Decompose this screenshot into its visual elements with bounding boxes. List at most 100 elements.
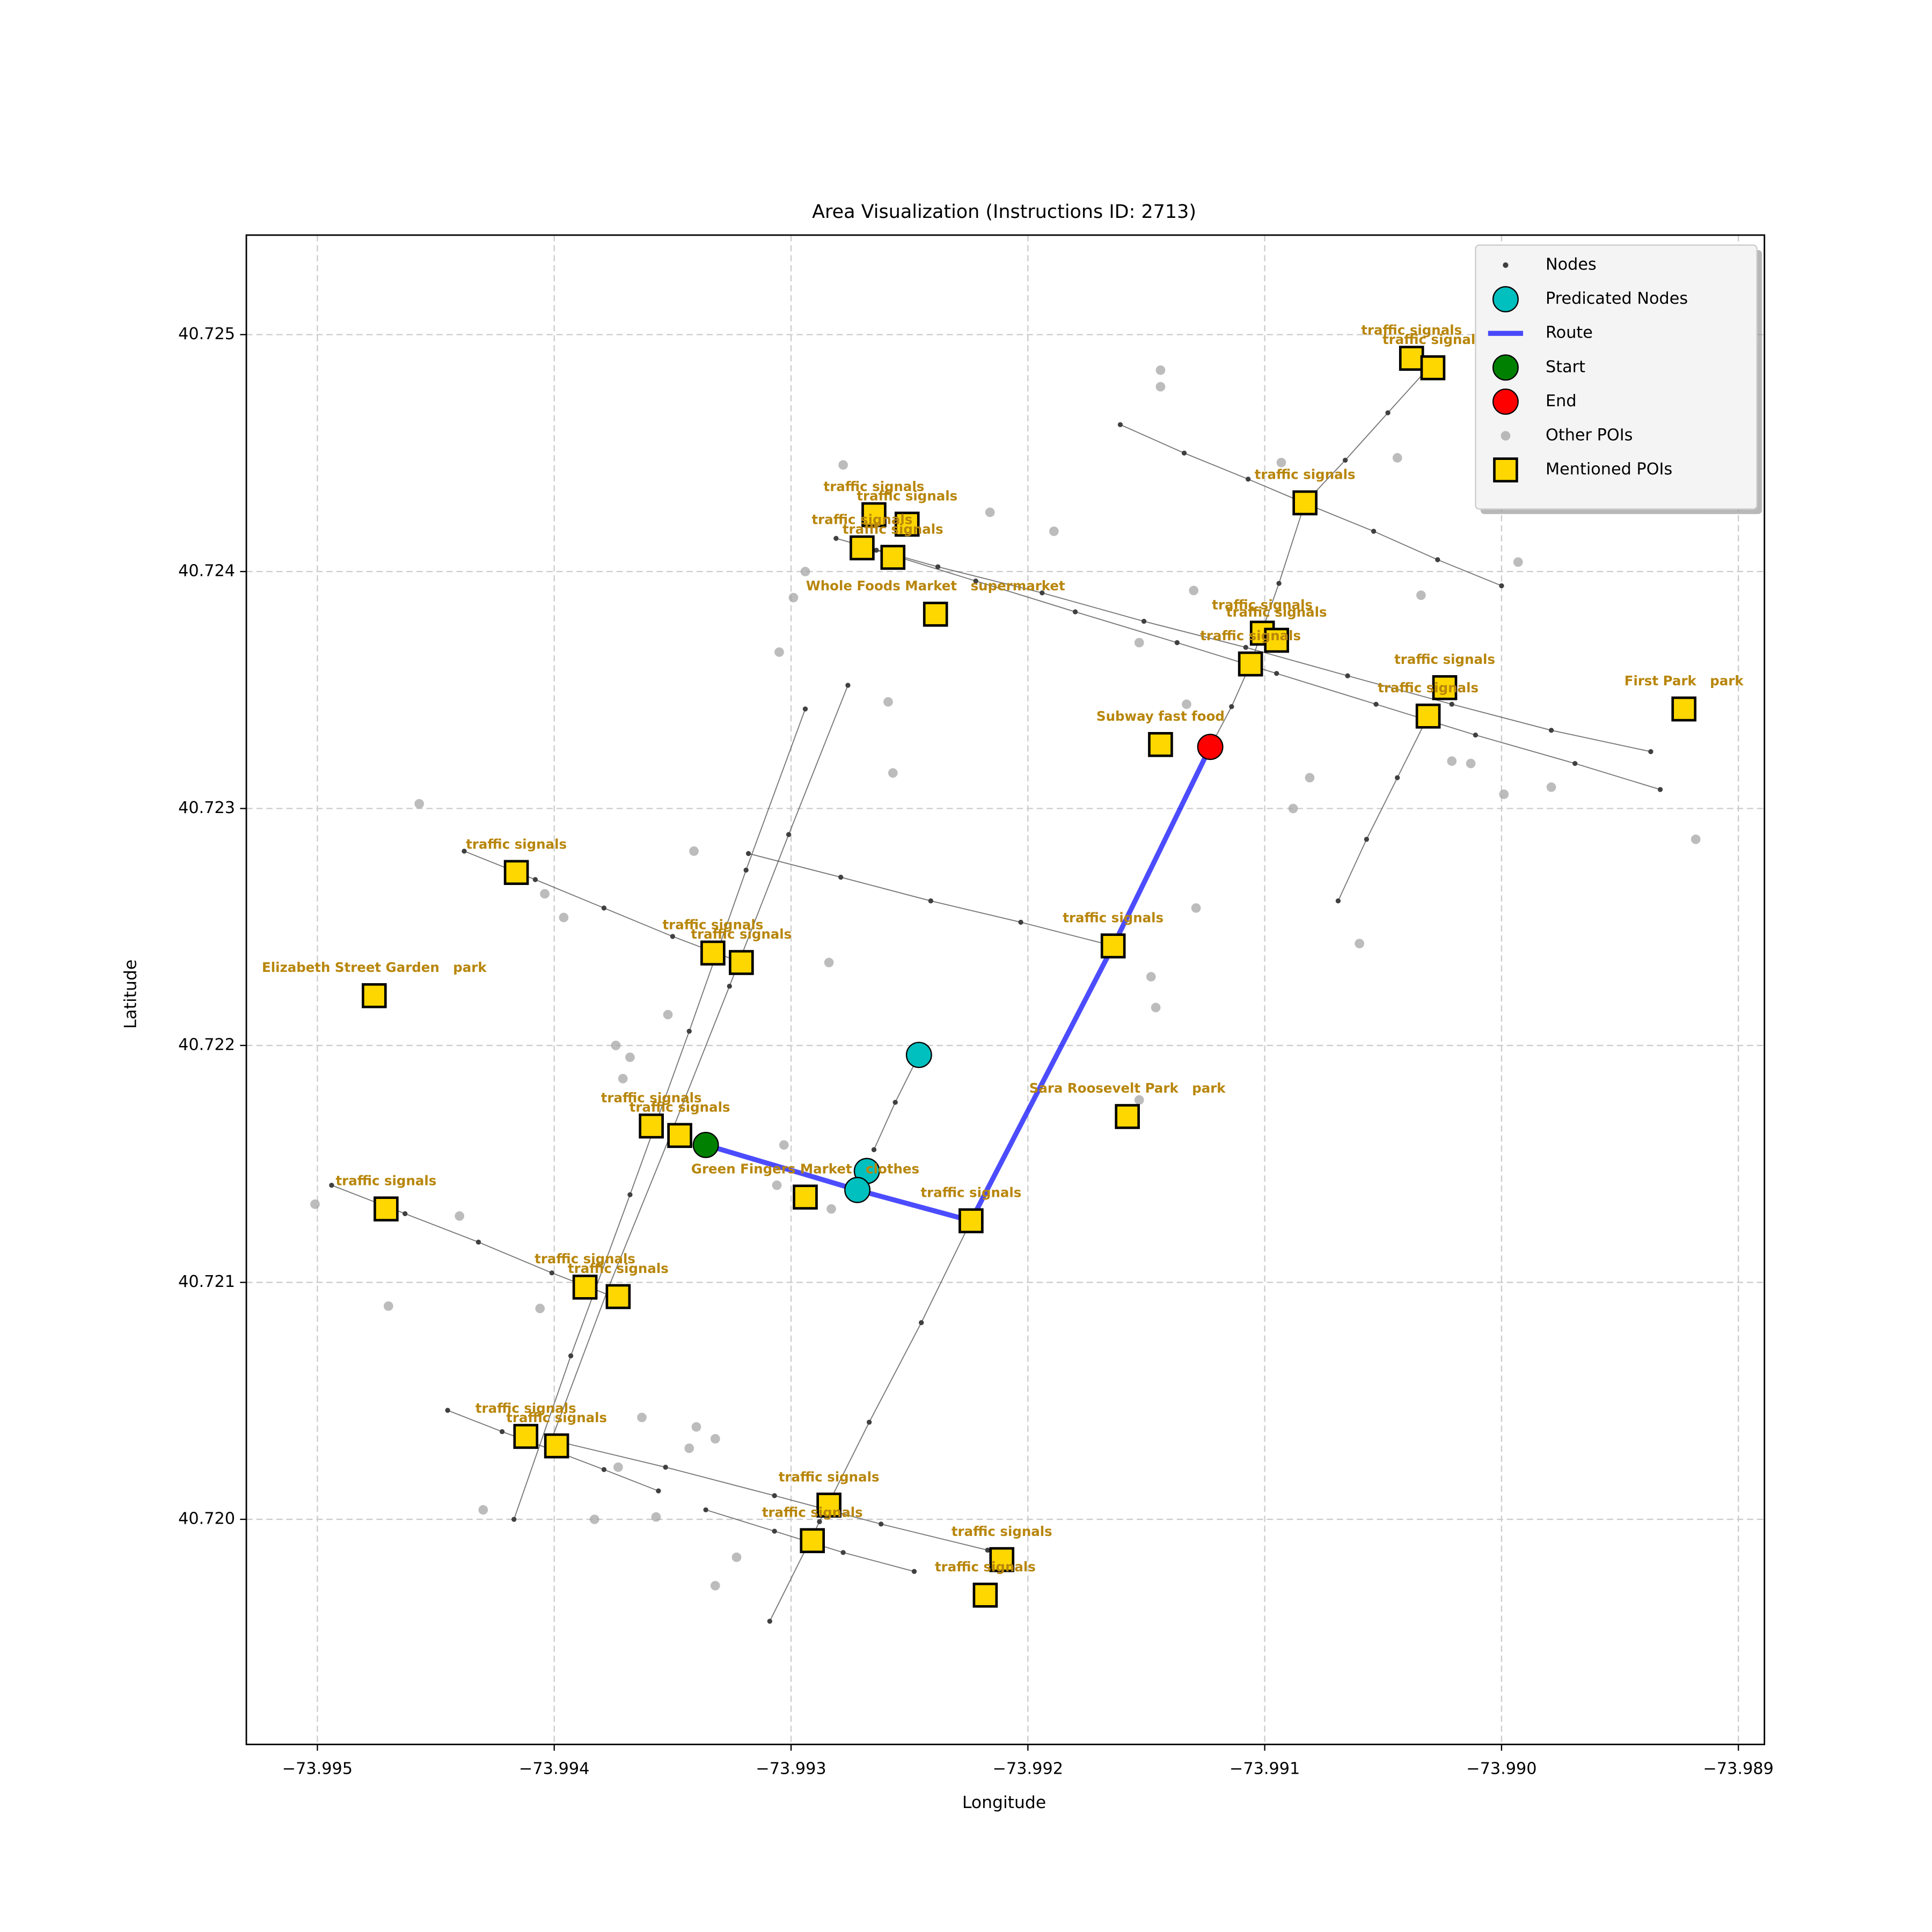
mentioned-poi (1238, 651, 1263, 677)
mentioned-poi (816, 1492, 841, 1518)
legend-box (1475, 244, 1758, 510)
node (1371, 529, 1377, 534)
other-poi (824, 957, 834, 968)
poi-label: traffic signals (475, 1400, 576, 1416)
mentioned-poi (362, 983, 387, 1008)
node (1364, 837, 1370, 842)
other-poi (637, 1413, 647, 1423)
node (568, 1353, 574, 1359)
node (1141, 619, 1147, 624)
legend-marker (1492, 286, 1519, 313)
node (727, 983, 732, 989)
other-poi (1276, 458, 1286, 467)
node (1246, 477, 1251, 482)
other-poi (710, 1580, 720, 1591)
node (817, 1519, 822, 1525)
node (1181, 450, 1187, 456)
y-tick-label: 40.720 (178, 1510, 235, 1528)
legend-marker (1501, 431, 1511, 441)
other-poi (663, 1009, 673, 1020)
legend-marker (1492, 354, 1519, 381)
node (928, 898, 934, 904)
poi-label: traffic signals (466, 836, 567, 852)
legend-marker (1492, 388, 1519, 415)
mentioned-poi (1115, 1104, 1140, 1129)
other-poi (1466, 758, 1476, 769)
poi-label: traffic signals (920, 1184, 1021, 1200)
poi-label: traffic signals (1200, 628, 1301, 643)
node (663, 1465, 668, 1470)
node (627, 1192, 633, 1197)
poi-label: traffic signals (335, 1173, 436, 1188)
ticks: −73.995 −73.994 −73.993 −73.992 −73.991 −73.9… (178, 325, 1774, 1779)
node (1345, 673, 1350, 678)
street-line (1337, 715, 1429, 902)
mentioned-poi (1399, 346, 1424, 371)
other-poi (779, 1140, 789, 1150)
plot-area: traffic signals traffic signals traffic si… (262, 322, 1744, 1624)
node (1276, 581, 1282, 586)
x-tick-label: −73.990 (1466, 1760, 1536, 1779)
poi-label: Sara Roosevelt Park park (1029, 1080, 1226, 1096)
other-poi (985, 507, 995, 517)
node (1072, 609, 1078, 614)
other-poi (310, 1199, 320, 1209)
poi-label: First Park park (1624, 673, 1744, 689)
mentioned-poi (544, 1433, 569, 1459)
y-tick-label: 40.721 (178, 1272, 235, 1291)
node (532, 877, 538, 882)
node (866, 1419, 872, 1425)
marker-circle (844, 1176, 871, 1203)
other-poi (838, 460, 848, 470)
poi-label: traffic signals (1226, 604, 1327, 620)
legend: Nodes Predicated Nodes Route Start End Other … (1475, 244, 1762, 514)
other-poi (618, 1073, 628, 1084)
node (475, 1239, 481, 1245)
node (1657, 787, 1663, 792)
other-poi (1191, 903, 1201, 913)
other-poi (1146, 972, 1156, 982)
mentioned-poi (861, 502, 887, 528)
node (499, 1429, 505, 1435)
other-poi (1416, 590, 1426, 601)
node (874, 547, 879, 553)
node (656, 1488, 661, 1494)
mentioned-poi (793, 1184, 818, 1210)
y-tick-label: 40.724 (178, 562, 235, 581)
poi-label: traffic signals (857, 488, 957, 503)
x-tick-label: −73.994 (519, 1760, 589, 1779)
node (985, 1547, 990, 1553)
poi-label: traffic signals (762, 1505, 863, 1520)
other-poi (774, 647, 784, 657)
other-poi (1155, 382, 1166, 392)
poi-label: traffic signals (1255, 467, 1356, 482)
mentioned-poi (1100, 933, 1126, 958)
poi-label: traffic signals (1378, 680, 1479, 696)
other-poi (613, 1462, 623, 1472)
poi-label: traffic signals (1063, 910, 1163, 925)
mentioned-poi (1671, 696, 1697, 722)
mentioned-poi (958, 1208, 984, 1234)
mentioned-poi (989, 1547, 1015, 1572)
node (329, 1182, 334, 1188)
mentioned-poi (639, 1113, 664, 1139)
node (1018, 919, 1023, 925)
poi-label: Green Fingers Market clothes (691, 1161, 919, 1176)
node (871, 1147, 877, 1152)
node (935, 564, 941, 569)
poi-label: traffic signals (601, 1090, 702, 1106)
poi-label: Whole Foods Market supermarket (806, 578, 1065, 594)
x-tick-label: −73.989 (1703, 1760, 1774, 1779)
mentioned-poi (572, 1275, 598, 1300)
mentioned-poi (880, 545, 906, 570)
poi-label: traffic signals (952, 1524, 1052, 1539)
mentioned-poi (374, 1196, 399, 1221)
mentioned-poi (1415, 704, 1441, 729)
legend-label: Predicated Nodes (1546, 289, 1688, 308)
other-poi (455, 1211, 465, 1221)
y-axis-label: Latitude (121, 960, 141, 1029)
other-poi (559, 912, 569, 923)
node (1343, 457, 1348, 463)
poi-label: traffic signals (1394, 652, 1495, 667)
